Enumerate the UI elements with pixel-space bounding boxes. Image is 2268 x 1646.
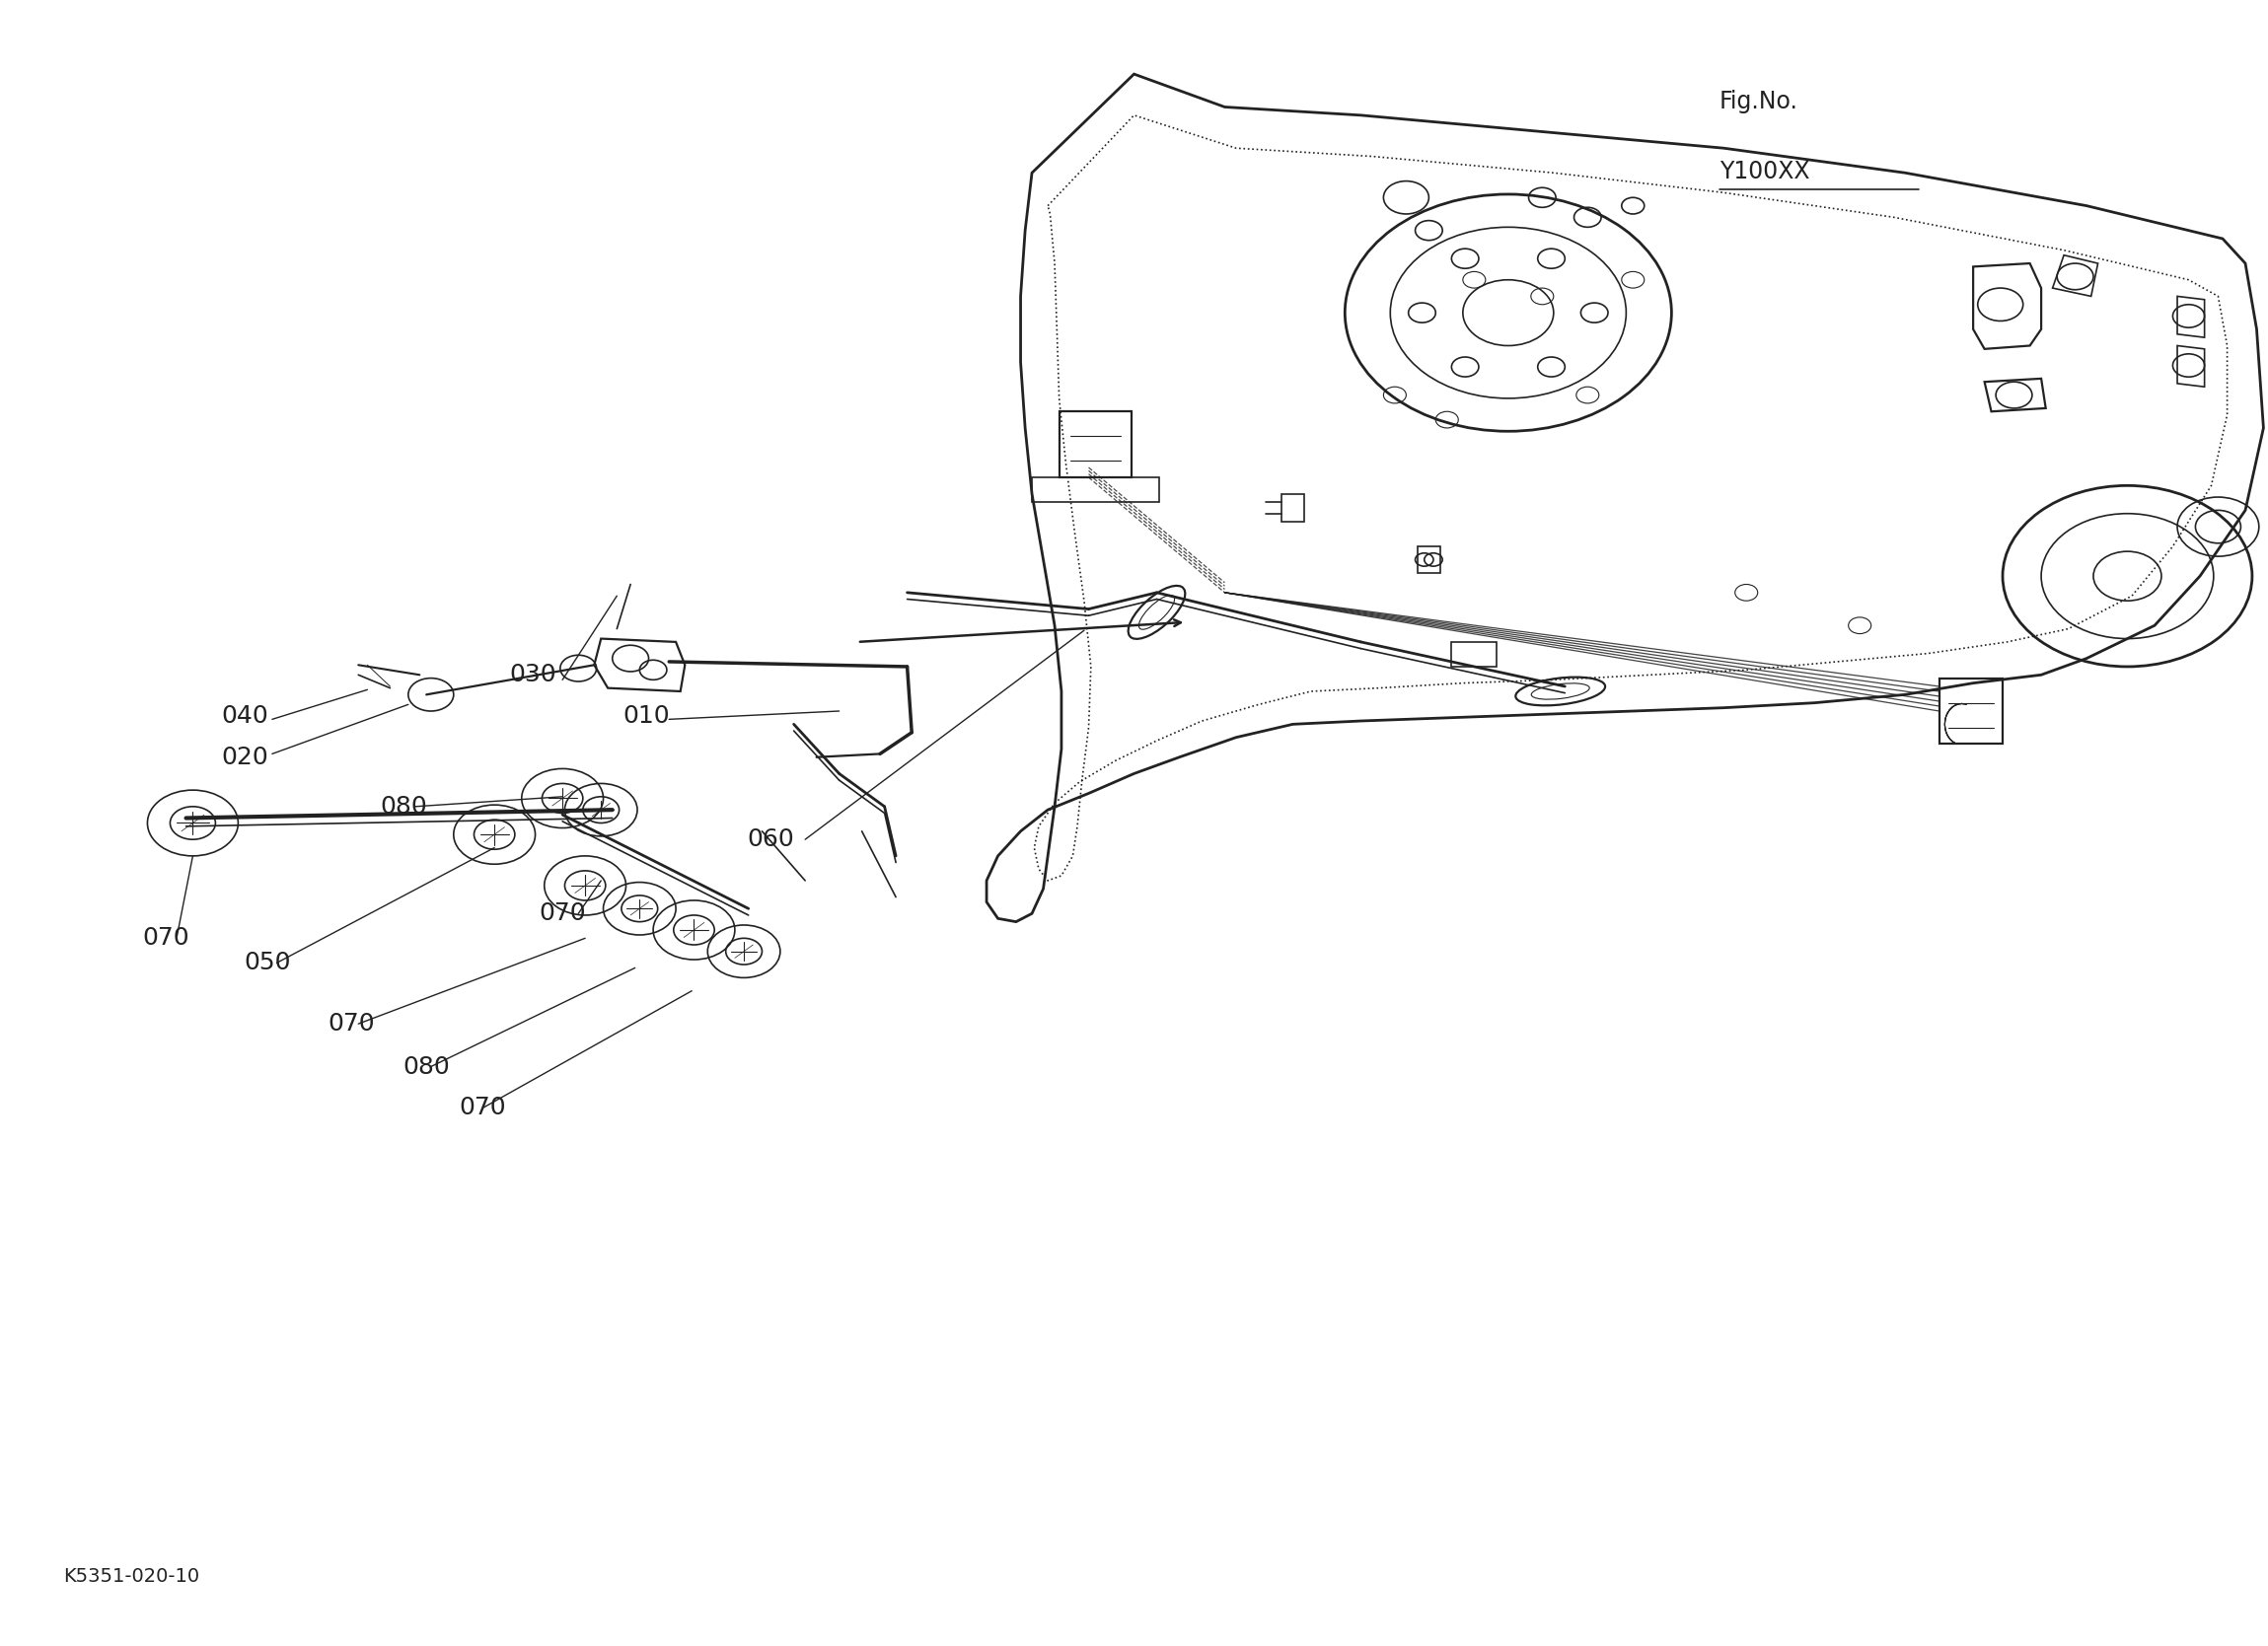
Text: 070: 070 xyxy=(540,902,585,925)
Text: 080: 080 xyxy=(381,795,426,818)
Text: 070: 070 xyxy=(329,1012,374,1035)
Text: 080: 080 xyxy=(404,1055,449,1078)
Text: 030: 030 xyxy=(510,663,556,686)
Text: 070: 070 xyxy=(143,927,188,950)
Text: 050: 050 xyxy=(245,951,290,974)
Text: 060: 060 xyxy=(748,828,794,851)
Text: Y100XX: Y100XX xyxy=(1719,160,1810,183)
Text: Fig.No.: Fig.No. xyxy=(1719,91,1799,114)
Text: 020: 020 xyxy=(222,746,268,769)
Text: 070: 070 xyxy=(460,1096,506,1119)
Text: 040: 040 xyxy=(222,704,268,728)
Text: K5351-020-10: K5351-020-10 xyxy=(64,1567,200,1587)
Text: 010: 010 xyxy=(624,704,669,728)
